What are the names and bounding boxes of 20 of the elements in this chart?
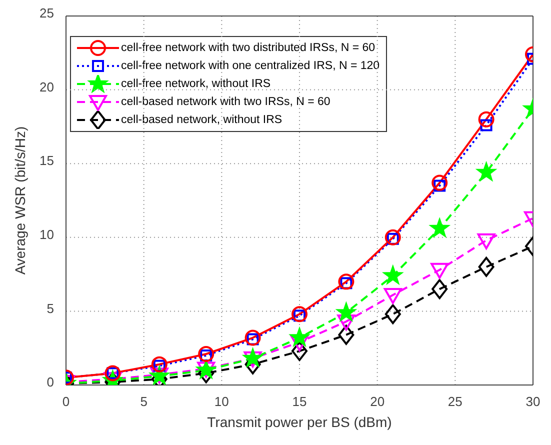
legend-label: cell-based network with two IRSs, N = 60 [121, 96, 330, 108]
y-axis-title: Average WSR (bit/s/Hz) [12, 126, 28, 275]
y-tick-label: 15 [40, 153, 54, 168]
x-tick-label: 15 [292, 394, 307, 410]
legend-label: cell-based network, without IRS [121, 114, 282, 126]
y-tick-label: 5 [46, 300, 54, 316]
y-tick-label: 0 [46, 374, 54, 390]
legend-label: cell-free network with one centralized IRS, N = 120 [121, 60, 380, 72]
x-tick-label: 20 [370, 394, 385, 410]
legend-label: cell-free network, without IRS [121, 78, 271, 90]
y-tick-label: 20 [40, 79, 54, 94]
y-tick-label: 25 [40, 6, 54, 21]
x-tick-label: 25 [448, 394, 462, 410]
x-tick-label: 5 [140, 394, 148, 410]
y-tick-label: 10 [40, 227, 54, 242]
x-tick-label: 30 [526, 394, 540, 410]
legend-label: cell-free network with two distributed IRSs, N = 60 [121, 42, 376, 54]
x-tick-label: 0 [62, 394, 70, 410]
x-axis-title: Transmit power per BS (dBm) [207, 414, 392, 430]
x-tick-label: 10 [214, 394, 229, 410]
